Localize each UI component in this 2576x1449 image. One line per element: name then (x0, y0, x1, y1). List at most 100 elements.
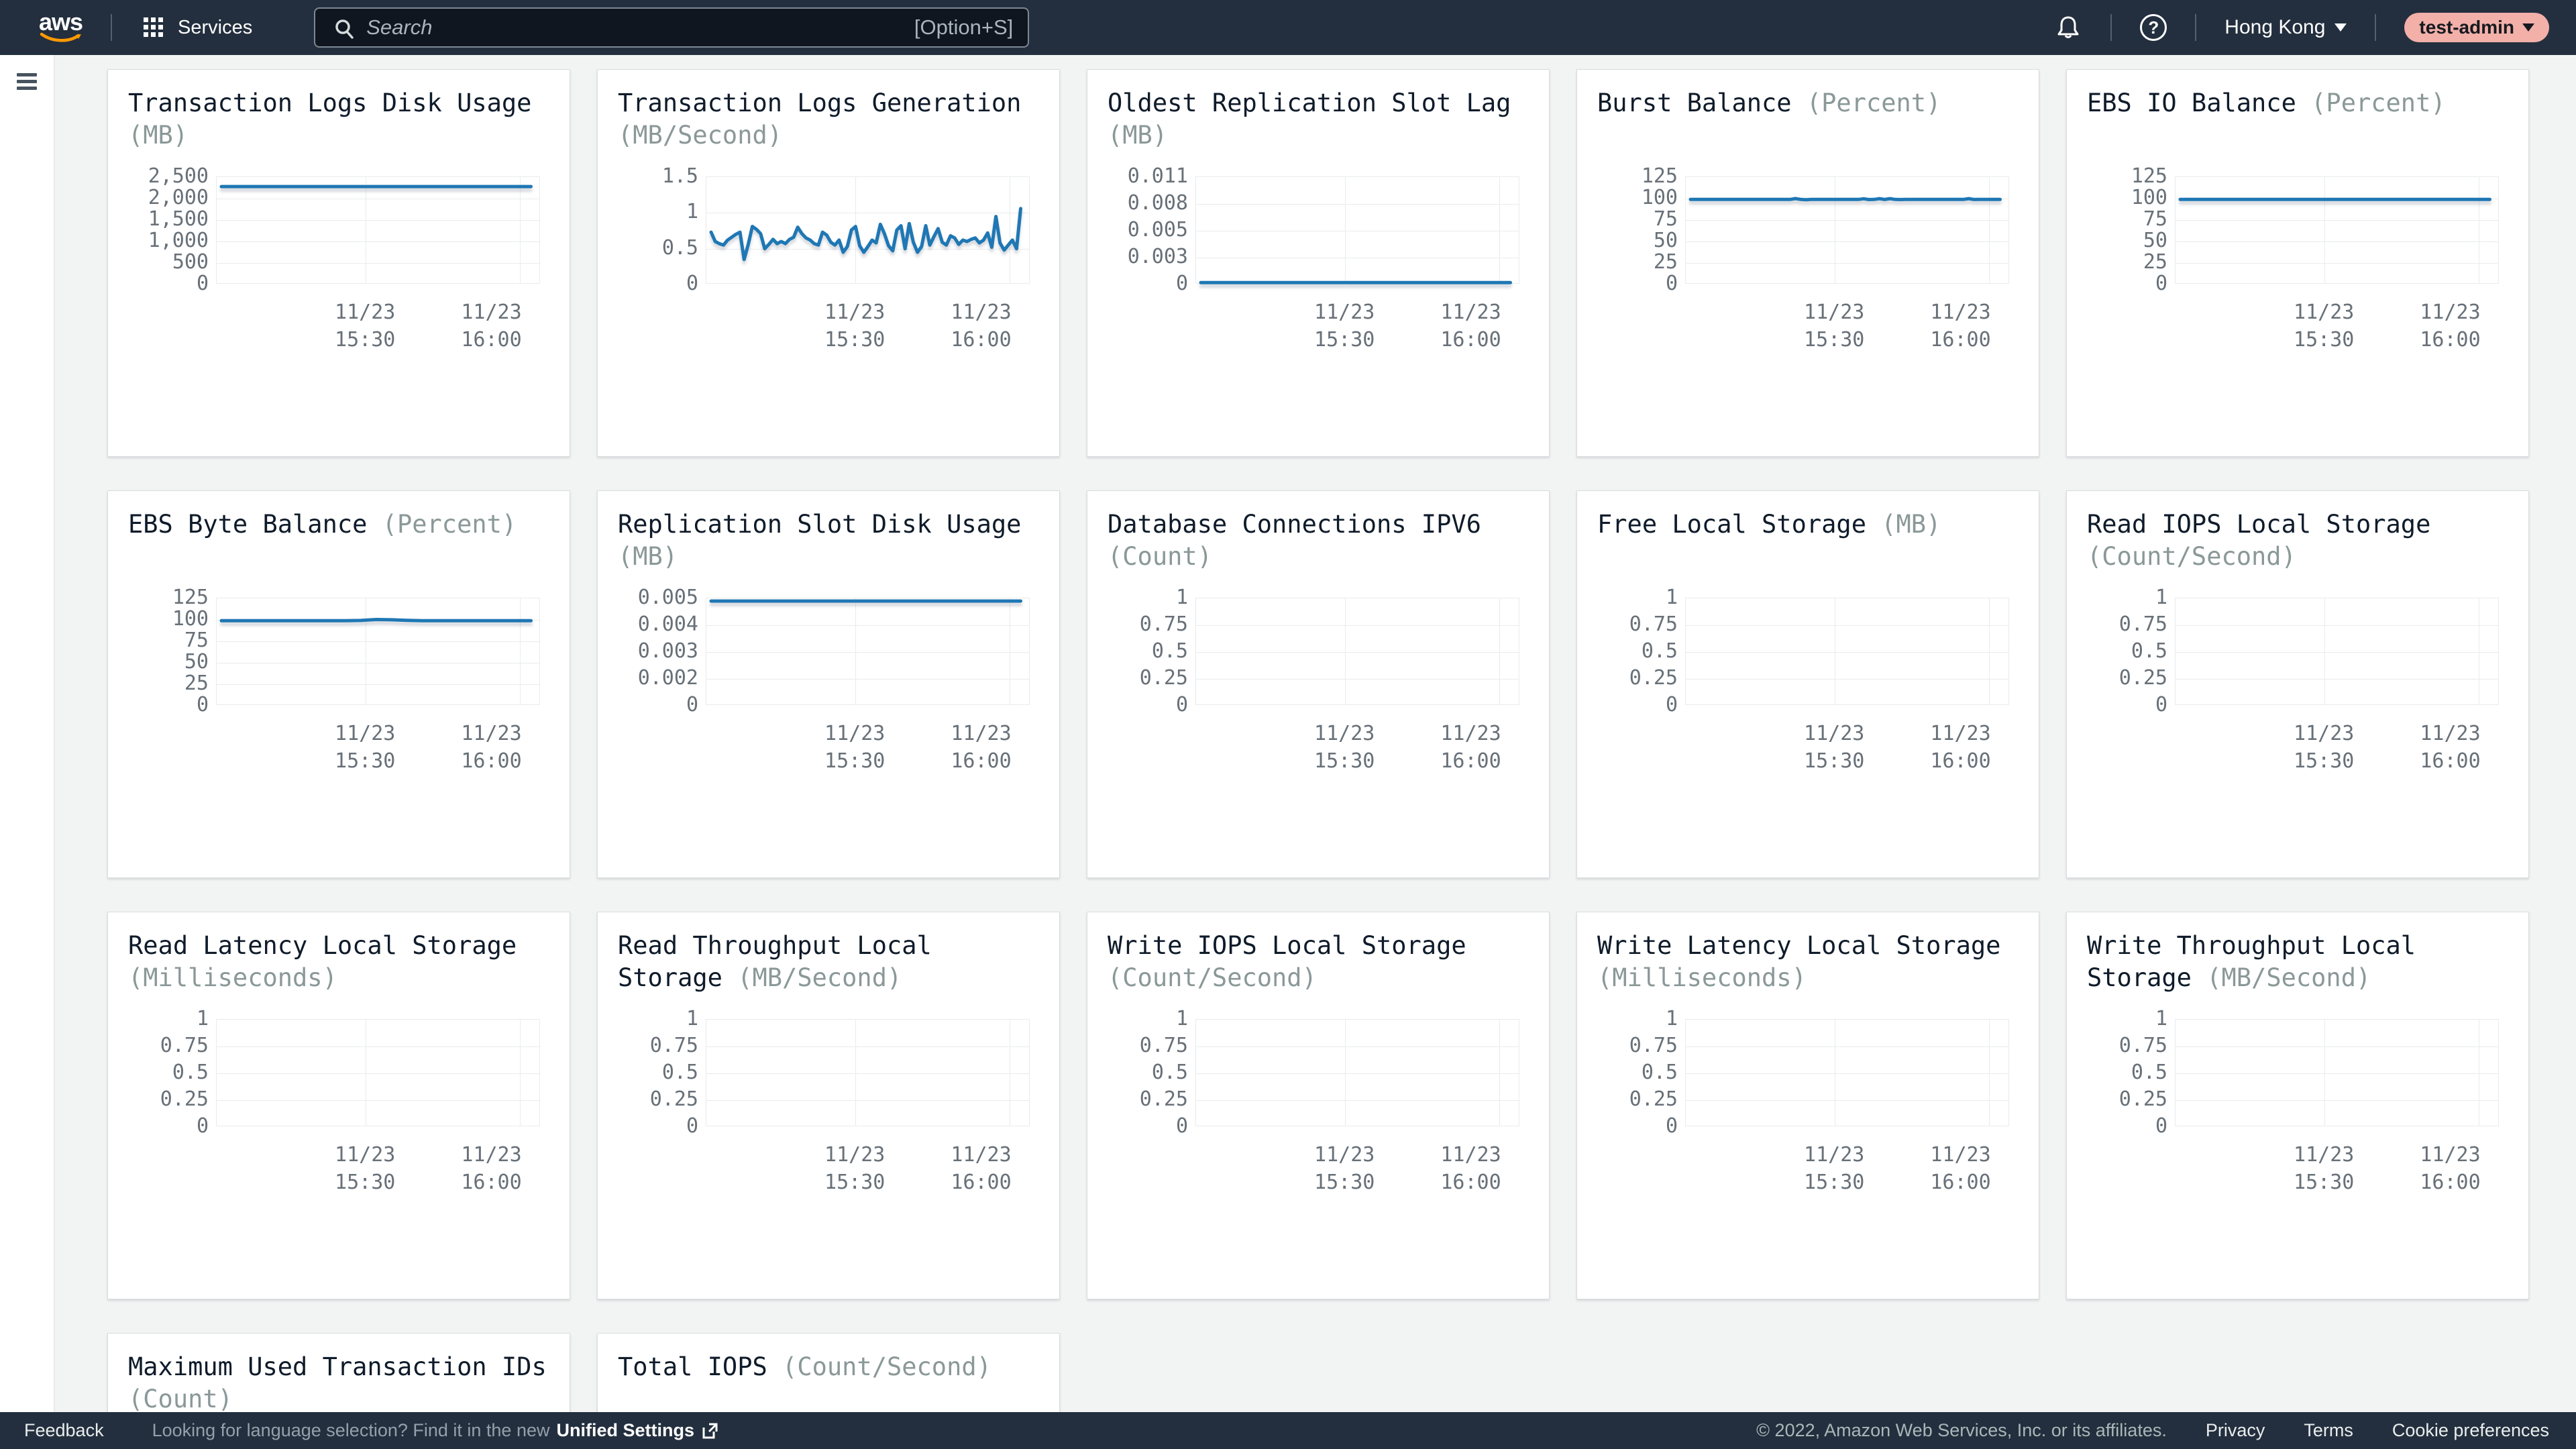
aws-smile-icon (40, 32, 81, 42)
x-axis-tick-label: 11/23 16:00 (461, 722, 522, 773)
console-header: aws Services [Option+S] (0, 0, 2576, 55)
x-axis-tick-label: 11/23 15:30 (824, 722, 885, 773)
metric-chart-card[interactable]: Transaction Logs Disk Usage (MB) 2,500 2,… (107, 69, 570, 457)
metric-chart-card[interactable]: EBS Byte Balance (Percent) 125 100 75 50 25 0… (107, 490, 570, 878)
metric-line (1688, 197, 2002, 202)
chart-plot-area (2175, 176, 2499, 284)
metric-chart-card[interactable]: Oldest Replication Slot Lag (MB) 0.011 0.… (1087, 69, 1550, 457)
privacy-link[interactable]: Privacy (2205, 1420, 2265, 1440)
chevron-down-icon (2522, 23, 2534, 32)
x-axis-tick-label: 11/23 15:30 (1314, 1143, 1375, 1194)
chart-title: Write Throughput Local Storage (MB/Secon… (2087, 931, 2416, 992)
collapsed-sidebar (0, 55, 54, 1412)
x-axis-tick-label: 11/23 16:00 (2420, 722, 2481, 773)
y-axis-tick-label: 0.5 (1641, 1061, 1678, 1084)
account-menu[interactable]: test-admin (2404, 13, 2549, 42)
x-axis-tick-label: 11/23 16:00 (1930, 1143, 1991, 1194)
y-axis-tick-label: 0 (196, 1114, 209, 1138)
y-axis-tick-label: 100 (1641, 186, 1678, 209)
y-axis-tick-label: 0.011 (1127, 164, 1188, 188)
metric-chart-card[interactable]: Transaction Logs Generation (MB/Second) … (597, 69, 1060, 457)
chart-plot-area (2175, 1019, 2499, 1126)
metric-chart-card[interactable]: Database Connections IPV6 (Count) 1 0.75 0… (1087, 490, 1550, 878)
metric-chart-card[interactable]: Read Throughput Local Storage (MB/Second… (597, 912, 1060, 1299)
metric-chart-card[interactable]: Maximum Used Transaction IDs (Count) (107, 1333, 570, 1412)
y-axis-tick-label: 0 (1175, 1114, 1188, 1138)
metric-chart-card[interactable]: Write IOPS Local Storage (Count/Second) … (1087, 912, 1550, 1299)
search-bar[interactable]: [Option+S] (314, 7, 1030, 48)
language-hint-text: Looking for language selection? Find it … (152, 1420, 550, 1440)
metric-line (1199, 280, 1512, 284)
y-axis-tick-label: 125 (1641, 164, 1678, 188)
y-axis-tick-label: 1 (686, 1007, 698, 1030)
y-axis-tick-label: 0.004 (637, 612, 698, 636)
y-axis-tick-label: 1 (2155, 586, 2167, 609)
x-axis-tick-label: 11/23 15:30 (1804, 722, 1865, 773)
metric-chart-card[interactable]: Free Local Storage (MB) 1 0.75 0.5 0.25 0 11/… (1576, 490, 2039, 878)
y-axis-tick-label: 1 (1175, 586, 1188, 609)
y-axis-tick-label: 0.5 (661, 235, 698, 260)
y-axis-tick-label: 0.25 (1139, 666, 1188, 690)
metric-chart-card[interactable]: Total IOPS (Count/Second) (597, 1333, 1060, 1412)
chart-plot-area (1195, 598, 1519, 705)
services-label: Services (178, 16, 253, 38)
unified-settings-link[interactable]: Unified Settings (556, 1420, 694, 1440)
terms-link[interactable]: Terms (2304, 1420, 2353, 1440)
y-axis-tick-label: 0 (196, 693, 209, 716)
search-input[interactable] (366, 9, 890, 46)
help-icon: ? (2140, 14, 2167, 41)
metric-line (219, 184, 533, 189)
chart-title: Database Connections IPV6 (Count) (1108, 510, 1481, 571)
metric-chart-card[interactable]: Read IOPS Local Storage (Count/Second) 1… (2066, 490, 2529, 878)
main-content: Transaction Logs Disk Usage (MB) 2,500 2,… (0, 55, 2576, 1412)
header-divider (2375, 14, 2377, 41)
y-axis-tick-label: 1 (1665, 586, 1678, 609)
metric-line (2178, 197, 2491, 201)
y-axis-tick-label: 0.5 (1151, 639, 1188, 663)
chart-plot-area (1685, 1019, 2009, 1126)
chart-plot-area (216, 176, 540, 284)
cookie-preferences-link[interactable]: Cookie preferences (2392, 1420, 2549, 1440)
x-axis-tick-label: 11/23 15:30 (1314, 722, 1375, 773)
y-axis-tick-label: 1 (196, 1007, 209, 1030)
metric-chart-card[interactable]: Write Throughput Local Storage (MB/Secon… (2066, 912, 2529, 1299)
region-selector[interactable]: Hong Kong (2224, 16, 2347, 39)
notifications-button[interactable] (2054, 13, 2082, 42)
metric-chart-card[interactable]: Write Latency Local Storage (Millisecond… (1576, 912, 2039, 1299)
y-axis-tick-label: 1.5 (661, 164, 698, 188)
metric-chart-card[interactable]: Burst Balance (Percent) 125 100 75 50 25 0 11/… (1576, 69, 2039, 457)
chart-title: Transaction Logs Disk Usage (MB) (128, 89, 532, 150)
chart-plot-area (1195, 1019, 1519, 1126)
services-menu-button[interactable]: Services (140, 14, 252, 41)
y-axis-tick-label: 0 (1665, 1114, 1678, 1138)
y-axis-tick-label: 0.75 (2118, 612, 2167, 636)
services-grid-icon (144, 17, 164, 37)
aws-logo[interactable]: aws (39, 8, 83, 43)
y-axis-tick-label: 0 (2155, 1114, 2167, 1138)
sidebar-menu-button[interactable] (17, 73, 37, 93)
metric-chart-card[interactable]: Read Latency Local Storage (Milliseconds… (107, 912, 570, 1299)
y-axis-tick-label: 125 (2131, 164, 2167, 188)
y-axis-tick-label: 0.003 (1127, 245, 1188, 268)
chart-plot-area (2175, 598, 2499, 705)
y-axis-tick-label: 0.25 (649, 1087, 698, 1111)
aws-logo-text: aws (39, 8, 83, 36)
chart-title: Burst Balance (Percent) (1597, 89, 1941, 117)
y-axis-tick-label: 25 (2143, 250, 2167, 274)
feedback-button[interactable]: Feedback (24, 1420, 104, 1440)
metric-chart-card[interactable]: EBS IO Balance (Percent) 125 100 75 50 25 0 11… (2066, 69, 2529, 457)
y-axis-tick-label: 0.25 (2118, 1087, 2167, 1111)
y-axis-tick-label: 1,000 (148, 229, 209, 252)
y-axis-tick-label: 0 (196, 272, 209, 295)
account-name: test-admin (2419, 17, 2514, 38)
x-axis-tick-label: 11/23 16:00 (951, 1143, 1012, 1194)
chart-plot-area (706, 176, 1030, 284)
chart-title: EBS IO Balance (Percent) (2087, 89, 2446, 117)
help-button[interactable]: ? (2140, 14, 2167, 41)
y-axis-tick-label: 0.75 (160, 1034, 209, 1057)
y-axis-tick-label: 0 (1175, 272, 1188, 295)
x-axis-tick-label: 11/23 16:00 (951, 301, 1012, 352)
metric-line (709, 599, 1022, 603)
y-axis-tick-label: 50 (184, 650, 209, 674)
metric-chart-card[interactable]: Replication Slot Disk Usage (MB) 0.005 0.… (597, 490, 1060, 878)
